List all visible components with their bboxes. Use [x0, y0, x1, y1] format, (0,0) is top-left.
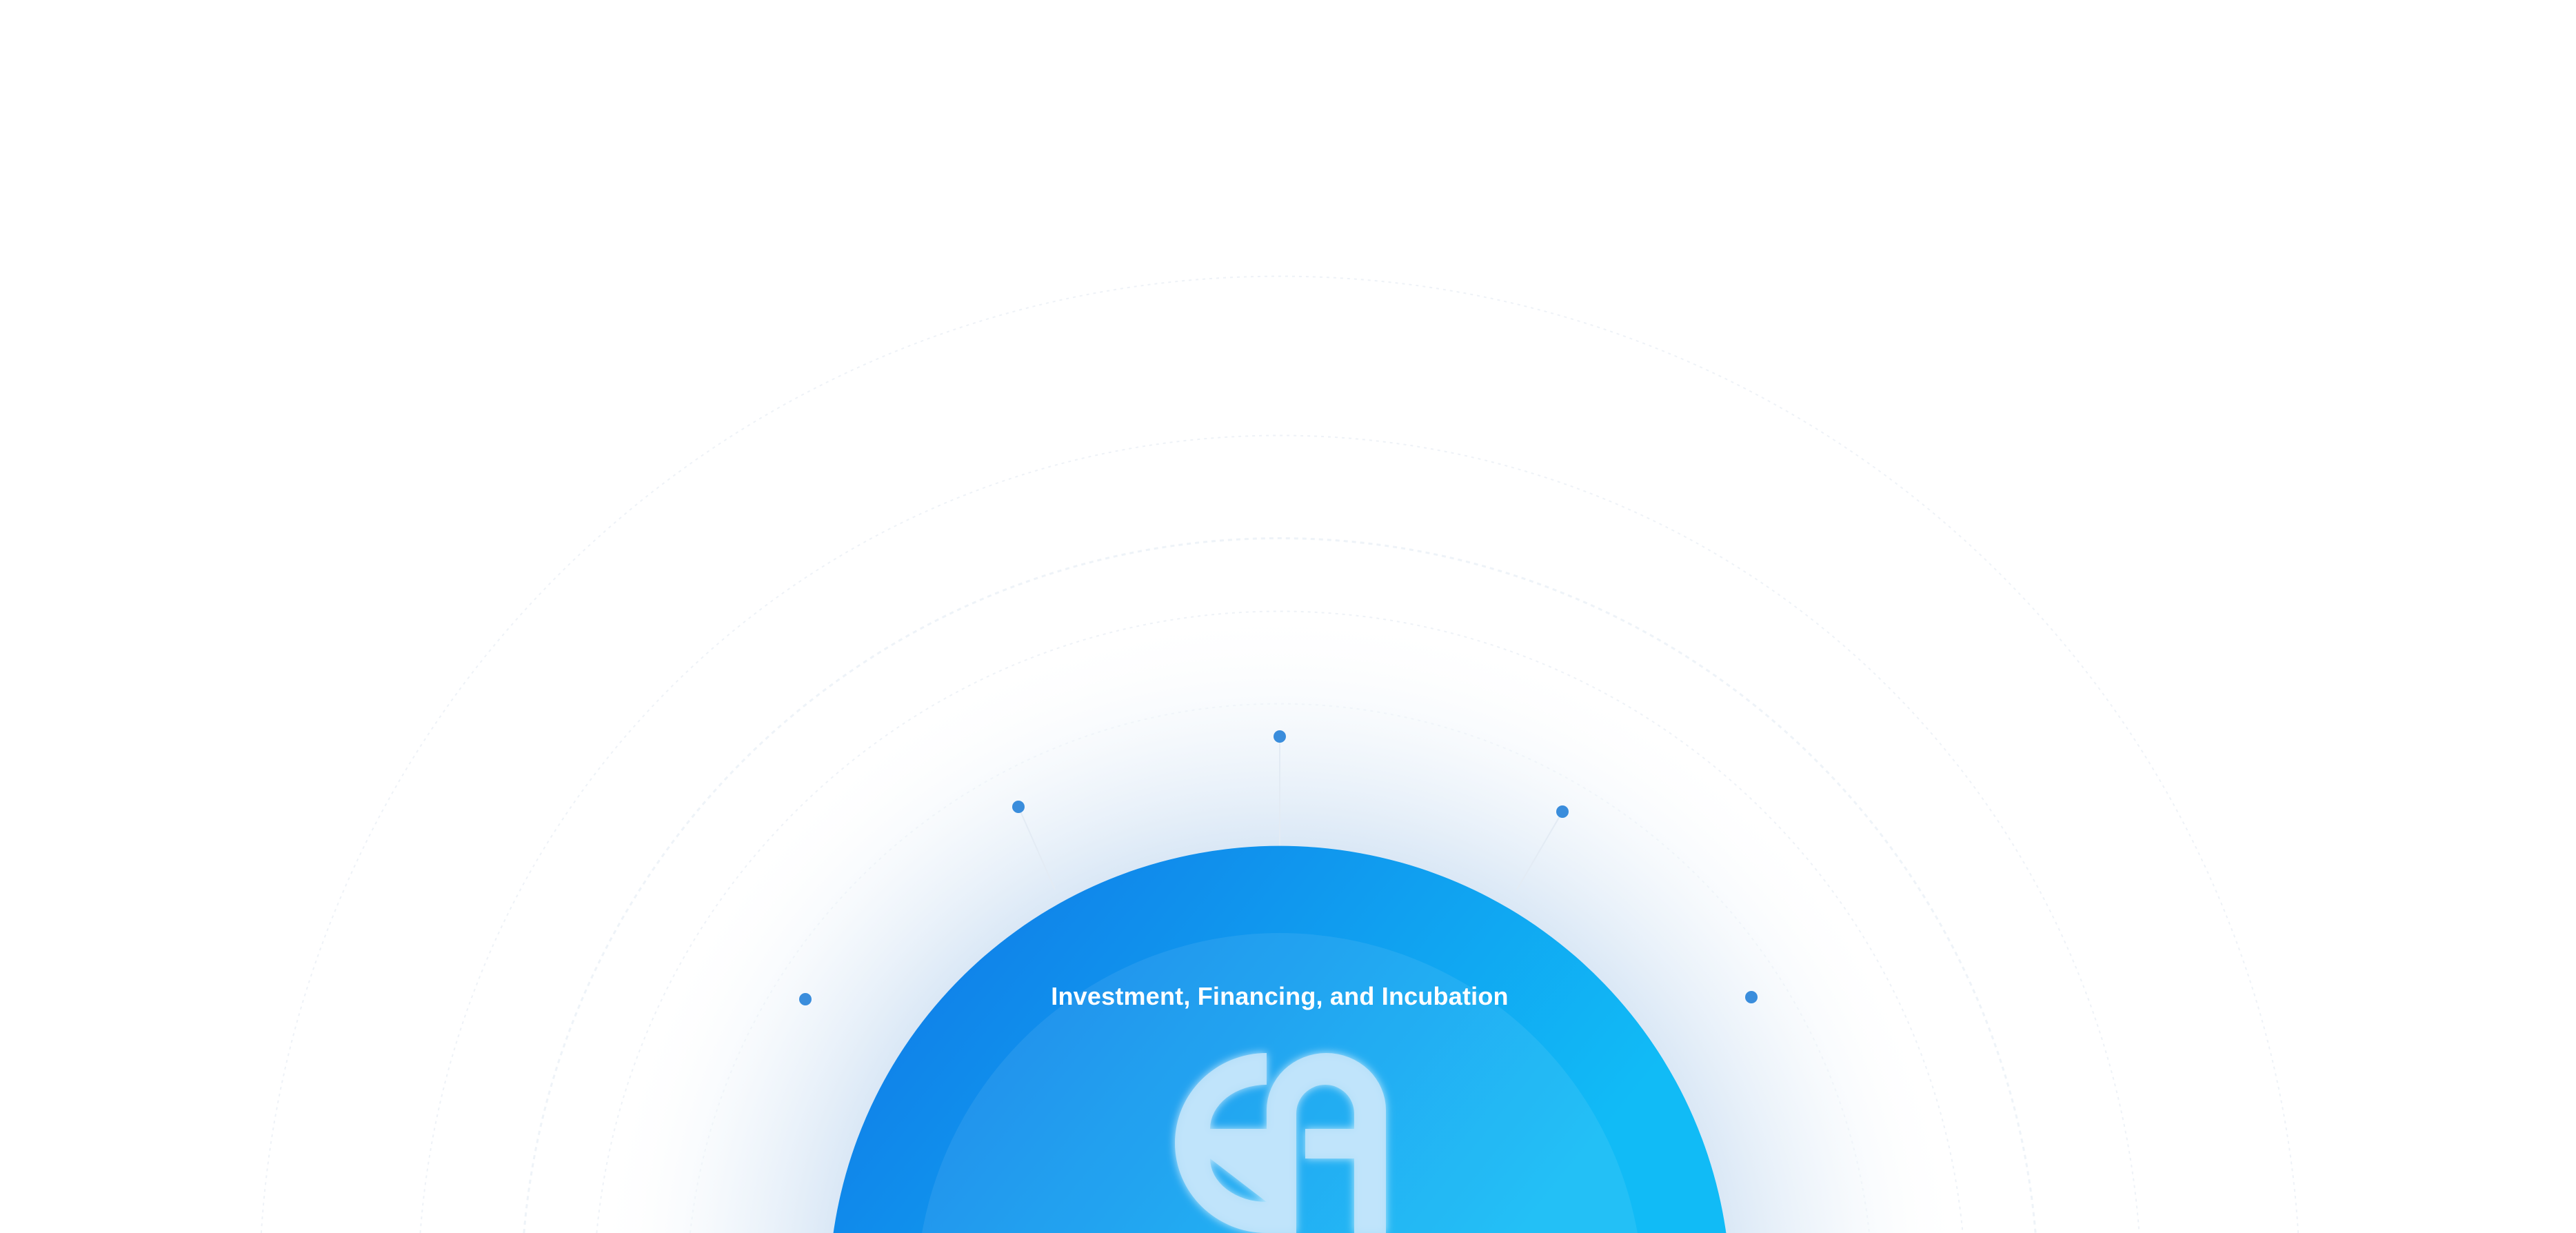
- node-dot: [799, 993, 812, 1005]
- hero-headline: Investment, Financing, and Incubation: [1051, 982, 1509, 1010]
- main-circle: [833, 845, 1727, 1233]
- node-dot: [1556, 805, 1569, 818]
- node-dot: [1012, 801, 1025, 813]
- connector-lines: [1018, 736, 1563, 890]
- ea-logo-icon: [1175, 1052, 1386, 1233]
- node-dot: [1274, 730, 1286, 743]
- node-dot: [1745, 991, 1758, 1003]
- nodes: [799, 730, 1758, 1005]
